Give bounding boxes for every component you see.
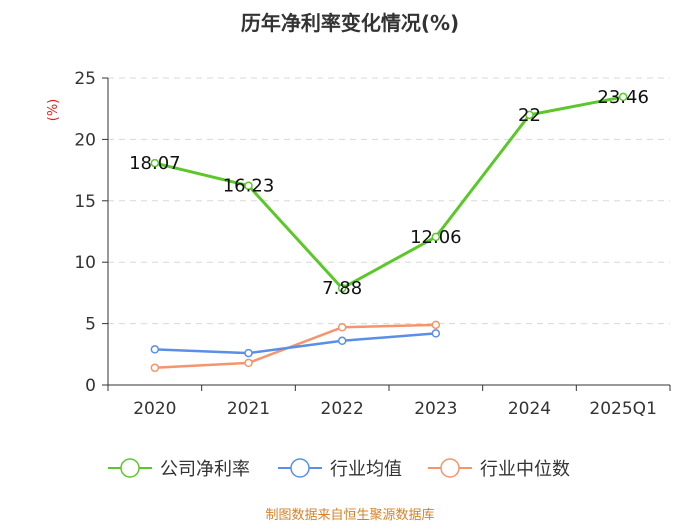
data-label: 23.46 [597,87,649,108]
data-point [150,363,160,373]
y-axis-label: (%) [46,99,61,122]
data-point [244,358,253,368]
source-note: 制图数据来自恒生聚源数据库 [265,507,434,523]
data-point [431,329,441,338]
data-point [244,348,253,358]
x-tick-label: 2025Q1 [589,399,656,419]
x-tick-label: 2022 [321,399,364,419]
legend-label: 行业均值 [330,459,402,480]
data-label: 18.07 [129,153,181,174]
legend-item[interactable]: 公司净利率 [108,458,250,480]
y-tick-label: 5 [85,315,96,335]
data-point [337,336,347,346]
data-labels: 18.07 16.23 7.88 12.06 22 23.46 [129,87,649,299]
series-line [154,95,624,290]
series-lines [150,92,628,373]
series-line [154,332,436,355]
chart-title: 历年净利率变化情况(%) [241,11,459,35]
legend-marker [290,458,310,478]
data-label: 16.23 [223,176,275,197]
x-tick-label: 2024 [508,399,551,419]
y-tick-label: 10 [74,253,96,273]
y-tick-label: 25 [74,69,96,89]
data-label: 12.06 [410,227,462,248]
legend-marker [440,458,460,478]
x-tick-label: 2021 [227,399,270,419]
data-point [337,323,347,332]
data-point [431,320,441,330]
x-tick-label: 2020 [133,399,176,419]
legend-marker [120,458,140,478]
data-point [150,345,160,354]
data-point [618,92,628,102]
legend-item[interactable]: 行业中位数 [428,458,570,480]
x-tick-label: 2023 [414,399,457,419]
series-line [154,323,436,370]
data-point [525,110,534,120]
gridlines [108,77,670,325]
legend[interactable]: 公司净利率 行业均值 行业中位数 [108,458,570,480]
data-label: 22 [518,105,541,126]
legend-label: 行业中位数 [480,459,570,480]
legend-label: 公司净利率 [160,459,250,480]
axes: 0 5 10 15 20 25 2020 2021 2022 2023 2024 2025Q1 [74,69,671,419]
data-point [244,181,253,190]
data-label: 7.88 [322,278,362,299]
y-tick-label: 20 [74,130,96,150]
y-tick-label: 15 [74,192,96,212]
data-point [337,283,347,293]
y-tick-label: 0 [85,376,96,396]
data-point [150,158,160,168]
legend-item[interactable]: 行业均值 [278,458,402,480]
data-point [431,232,441,242]
